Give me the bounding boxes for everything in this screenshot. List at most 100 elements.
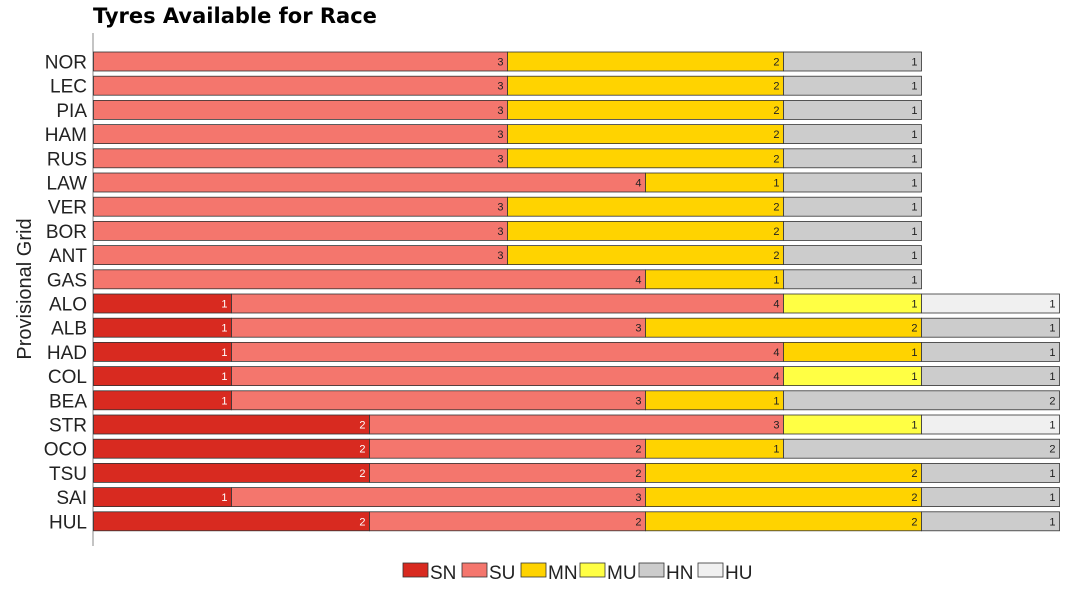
data-label: 2 (359, 516, 365, 528)
bar-segment (783, 148, 922, 169)
bar-segment (93, 269, 646, 290)
data-label: 1 (1049, 420, 1055, 432)
legend-label: HU (725, 563, 752, 584)
data-label: 2 (773, 226, 779, 238)
data-label: 1 (1049, 516, 1055, 528)
data-label: 3 (635, 323, 641, 335)
legend-label: MU (607, 563, 637, 584)
bar-segment (645, 462, 922, 483)
data-label: 3 (773, 420, 779, 432)
y-tick-label: LEC (50, 77, 87, 98)
data-label: 1 (911, 178, 917, 190)
bars-group: 3 2 1 3 2 1 3 2 1 3 2 1 3 2 1 4 1 1 3 2 1 3 2 1 3 2 1 4 1 1 1 4 1 1 1 3 2 1 1 4… (93, 51, 1060, 532)
data-label: 3 (497, 129, 503, 141)
bar-segment (645, 487, 922, 508)
legend-swatch (579, 562, 606, 578)
bar-segment (783, 75, 922, 96)
bar-segment (93, 245, 508, 266)
y-tick-label: BOR (46, 222, 87, 243)
y-tick-label: OCO (44, 440, 87, 461)
data-label: 1 (911, 129, 917, 141)
bar-segment (507, 245, 784, 266)
y-tick-label: COL (48, 367, 87, 388)
bar-segment (369, 414, 784, 435)
bar-segment (93, 390, 232, 411)
data-label: 1 (1049, 468, 1055, 480)
data-label: 1 (221, 323, 227, 335)
bar-segment (783, 196, 922, 217)
y-axis-label: Provisional Grid (14, 218, 36, 359)
data-label: 3 (497, 226, 503, 238)
bar-segment (783, 438, 1060, 459)
y-tick-label: TSU (49, 464, 87, 485)
data-label: 1 (911, 371, 917, 383)
data-label: 2 (773, 202, 779, 214)
bar-segment (921, 293, 1060, 314)
data-label: 4 (773, 299, 779, 311)
bar-segment (507, 100, 784, 120)
data-label: 2 (359, 420, 365, 432)
bar-segment (93, 462, 370, 483)
bar-segment (93, 317, 232, 338)
bar-segment (231, 366, 784, 387)
bar-segment (645, 511, 922, 532)
legend-swatch (461, 562, 488, 578)
data-label: 2 (359, 468, 365, 480)
bar-segment (93, 148, 508, 169)
bar-segment (93, 172, 646, 193)
bar-segment (783, 220, 922, 241)
data-label: 3 (497, 153, 503, 165)
y-tick-label: ANT (49, 246, 87, 267)
bar-segment (93, 487, 232, 508)
y-tick-label: HAM (45, 125, 87, 146)
y-tick-label: SAI (56, 488, 87, 509)
y-tick-label: HUL (49, 512, 87, 533)
bar-segment (783, 293, 922, 314)
bar-segment (231, 317, 646, 338)
bar-segment (507, 220, 784, 241)
bar-segment (921, 462, 1060, 483)
y-tick-label: PIA (56, 101, 87, 122)
y-tick-label: ALO (49, 295, 87, 316)
y-tick-label: ALB (51, 319, 87, 340)
bar-segment (93, 293, 232, 314)
bar-segment (921, 366, 1060, 387)
data-label: 2 (911, 323, 917, 335)
bar-segment (93, 124, 508, 144)
y-tick-label: LAW (47, 174, 88, 195)
data-label: 1 (1049, 371, 1055, 383)
legend-label: HN (666, 563, 693, 584)
bar-segment (645, 172, 784, 193)
bar-segment (783, 390, 1060, 411)
data-label: 3 (497, 202, 503, 214)
bar-segment (645, 269, 784, 290)
data-label: 2 (773, 81, 779, 93)
bar-segment (921, 511, 1060, 532)
bar-segment (783, 51, 922, 72)
bar-segment (93, 75, 508, 96)
bar-segment (783, 341, 922, 362)
bar-segment (783, 172, 922, 193)
y-tick-label: NOR (45, 53, 87, 74)
bar-segment (93, 100, 508, 120)
data-label: 2 (359, 444, 365, 456)
data-label: 4 (635, 274, 641, 286)
data-label: 2 (773, 129, 779, 141)
bar-segment (921, 341, 1060, 362)
bar-segment (783, 124, 922, 144)
bar-segment (231, 487, 646, 508)
bar-segment (645, 438, 784, 459)
y-tick-label: BEA (49, 391, 87, 412)
y-tick-label: HAD (47, 343, 87, 364)
data-label: 1 (773, 444, 779, 456)
bar-segment (783, 269, 922, 290)
y-tick-label: VER (48, 198, 87, 219)
data-label: 2 (911, 516, 917, 528)
bar-segment (93, 511, 370, 532)
data-label: 3 (497, 105, 503, 117)
legend-swatch (520, 562, 547, 578)
data-label: 2 (635, 516, 641, 528)
data-label: 1 (221, 299, 227, 311)
bar-segment (645, 390, 784, 411)
bar-segment (783, 414, 922, 435)
